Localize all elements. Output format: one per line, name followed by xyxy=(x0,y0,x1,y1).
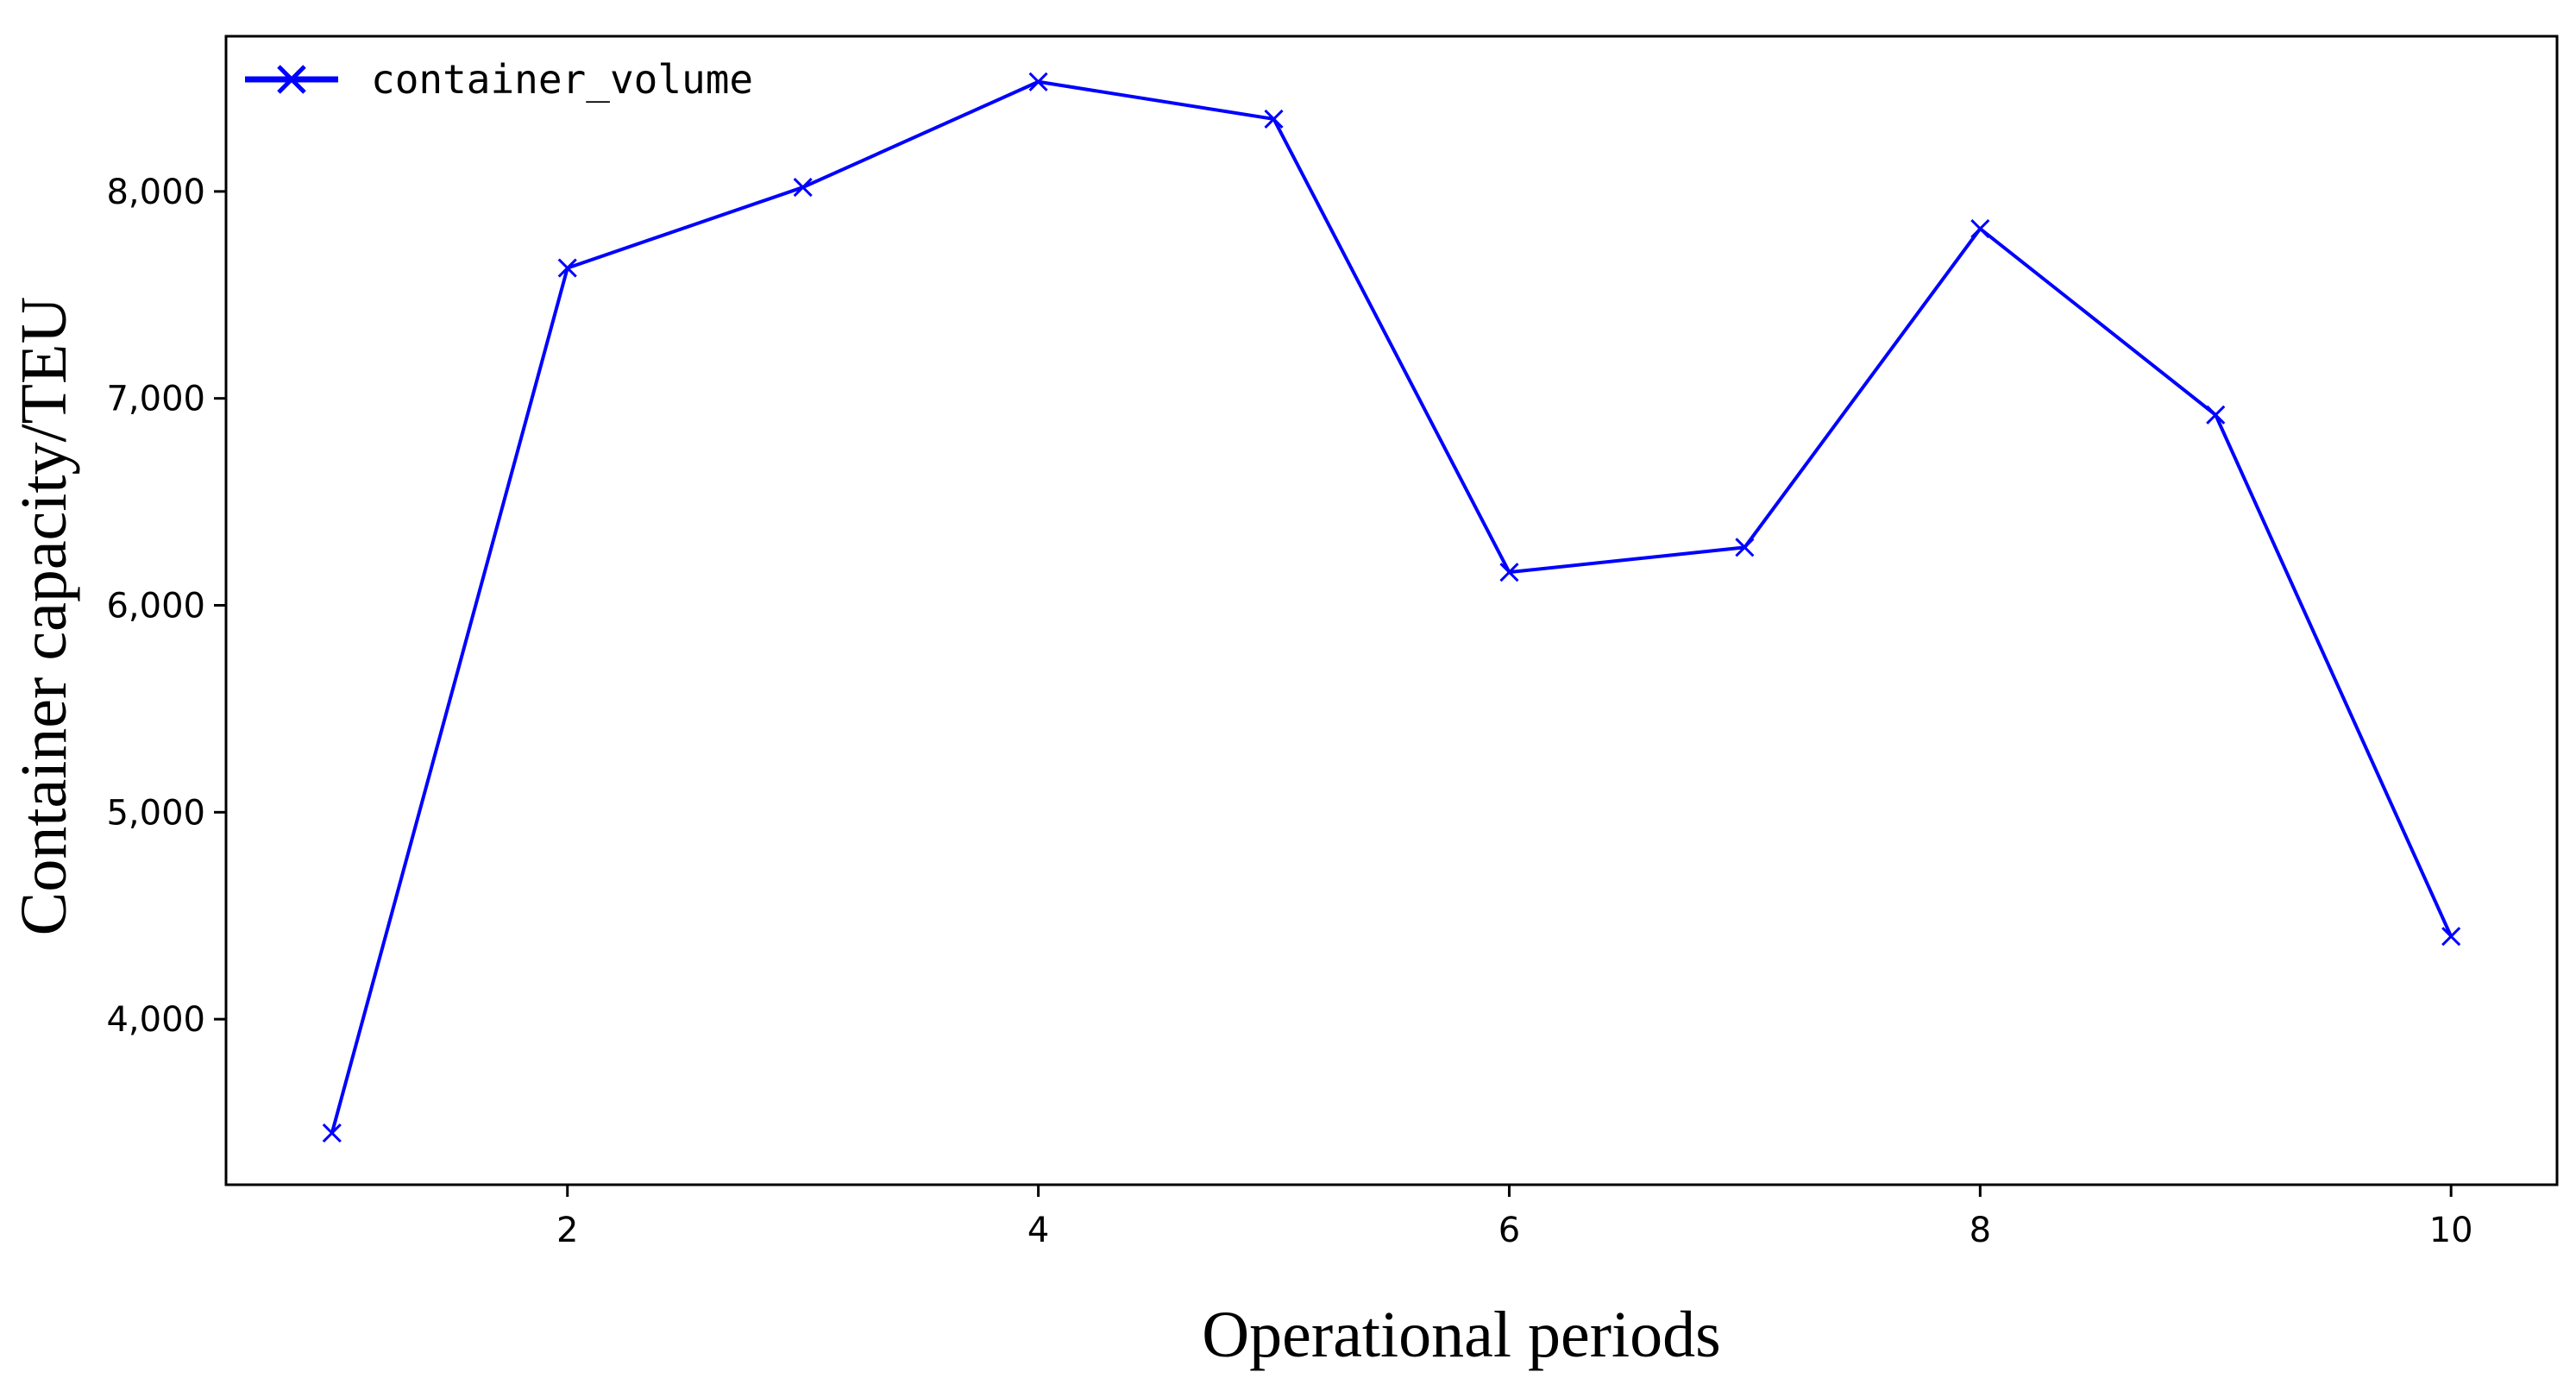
x-tick-label: 6 xyxy=(1498,1211,1520,1250)
series-line-container-volume xyxy=(330,79,2453,1134)
legend-marker xyxy=(277,65,306,94)
data-point-marker xyxy=(1970,218,1990,239)
legend: container_volume xyxy=(245,56,753,103)
x-tick-label: 8 xyxy=(1970,1211,1991,1250)
x-axis-title: Operational periods xyxy=(1202,1299,1720,1371)
y-tick-label: 6,000 xyxy=(106,587,205,626)
x-tick-label: 4 xyxy=(1027,1211,1049,1250)
data-point-marker xyxy=(2206,405,2226,425)
series-layer xyxy=(322,72,2461,1143)
legend-label-container-volume: container_volume xyxy=(371,56,753,103)
data-point-marker xyxy=(1028,72,1048,91)
y-tick-label: 7,000 xyxy=(106,380,205,419)
data-point-marker xyxy=(1499,563,1519,582)
data-point-marker xyxy=(793,178,813,198)
data-point-marker xyxy=(557,258,577,278)
data-point-marker xyxy=(2441,927,2461,947)
x-tick-label: 10 xyxy=(2429,1211,2473,1250)
data-point-marker xyxy=(1735,538,1755,557)
y-tick-label: 4,000 xyxy=(106,1000,205,1040)
plot-frame xyxy=(224,35,2559,1186)
ticks-layer: 2 4 6 8 10 4,000 5,000 6,000 7,000 8,000 xyxy=(106,173,2472,1250)
y-axis-title: Container capacity/TEU xyxy=(8,297,80,936)
x-tick-label: 2 xyxy=(556,1211,578,1250)
data-point-marker xyxy=(322,1123,342,1143)
data-point-marker xyxy=(1264,109,1284,129)
y-tick-label: 8,000 xyxy=(106,173,205,212)
y-tick-label: 5,000 xyxy=(106,793,205,833)
